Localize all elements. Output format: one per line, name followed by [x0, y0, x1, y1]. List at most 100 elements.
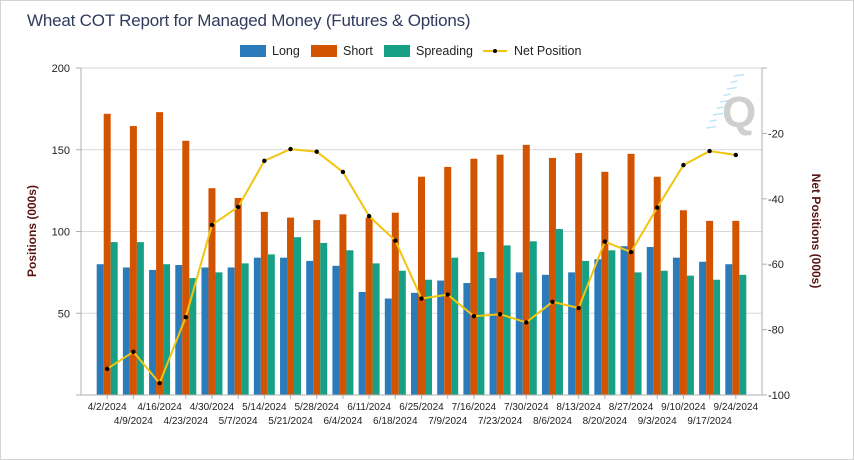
bar-spreading [372, 263, 380, 395]
bar-spreading [136, 242, 144, 395]
bar-short [575, 153, 583, 395]
x-tick-label: 5/14/2024 [242, 402, 287, 413]
x-tick-label: 8/13/2024 [556, 402, 601, 413]
net-position-point [104, 366, 110, 372]
x-tick-label: 4/9/2024 [114, 416, 153, 427]
legend-marker-icon [493, 49, 497, 53]
bar-short [418, 176, 425, 395]
y-tick-label: 50 [58, 308, 70, 320]
bar-short [103, 113, 111, 395]
bar-short [679, 210, 687, 395]
net-position-point [235, 204, 241, 210]
bar-short [444, 166, 452, 395]
bar-spreading [713, 279, 721, 395]
bar-long [699, 261, 707, 395]
net-position-point [288, 146, 293, 152]
bar-spreading [294, 237, 302, 395]
net-position-point [681, 162, 686, 168]
bar-long [568, 272, 576, 395]
bar-long [253, 257, 261, 395]
y-axis-ticks: 50 100 150 200 [52, 63, 81, 320]
bar-long [620, 246, 628, 395]
y2-axis-title: Net Positions (000s) [809, 174, 823, 289]
watermark-stripe [705, 125, 717, 129]
legend-item-spreading[interactable]: Spreading [384, 43, 473, 59]
bar-long [515, 272, 523, 395]
bar-long [541, 274, 549, 395]
bar-long [358, 291, 366, 395]
net-position-point [655, 205, 660, 210]
bar-spreading [241, 263, 249, 395]
watermark-stripe [709, 119, 717, 123]
legend-item-long[interactable]: Long [240, 43, 300, 59]
bar-long [280, 257, 288, 395]
bar-spreading [686, 275, 694, 395]
net-position-point [314, 149, 319, 154]
x-tick-label: 8/6/2024 [533, 416, 572, 427]
legend-label-long: Long [272, 44, 300, 58]
bar-long [122, 267, 130, 395]
legend-swatch-short [311, 45, 337, 57]
bar-long [175, 265, 183, 395]
bar-short [496, 154, 504, 395]
x-tick-label: 5/28/2024 [294, 402, 339, 413]
bar-spreading [163, 264, 171, 395]
x-tick-label: 7/16/2024 [452, 402, 497, 413]
x-tick-label: 6/4/2024 [323, 416, 362, 427]
net-position-point [157, 381, 162, 386]
x-axis-ticks: 4/2/2024 4/9/2024 4/16/2024 4/23/2024 4/30/2… [88, 395, 759, 427]
x-tick-label: 8/20/2024 [583, 416, 628, 427]
net-position-point [340, 169, 346, 175]
x-tick-label: 7/30/2024 [504, 402, 549, 413]
bars [96, 112, 747, 396]
net-position-point [209, 222, 215, 228]
watermark-stripes-icon [705, 73, 745, 129]
legend-label-spreading: Spreading [416, 44, 473, 58]
chart-title: Wheat COT Report for Managed Money (Futu… [27, 11, 471, 30]
y2-tick-label: -40 [768, 194, 784, 206]
y-tick-label: 200 [52, 63, 70, 75]
net-position-point [733, 152, 739, 158]
x-tick-label: 9/24/2024 [714, 402, 759, 413]
bar-spreading [398, 270, 406, 395]
x-tick-label: 8/27/2024 [609, 402, 654, 413]
bar-short [365, 217, 373, 395]
x-tick-label: 5/7/2024 [219, 416, 258, 427]
bar-long [411, 292, 418, 395]
bar-spreading [582, 260, 590, 395]
bar-short [287, 217, 295, 395]
bar-long [594, 259, 602, 395]
bar-long [725, 264, 733, 395]
net-position-point [602, 239, 608, 244]
legend-swatch-spreading [384, 45, 410, 57]
net-position-point [628, 249, 634, 255]
bar-short [339, 214, 347, 395]
bar-long [463, 283, 471, 395]
bar-short [732, 220, 740, 395]
watermark-q-logo: Q [722, 88, 756, 137]
legend-item-net-position[interactable]: Net Position [483, 43, 581, 59]
x-tick-label: 9/10/2024 [661, 402, 706, 413]
bar-short [627, 153, 635, 395]
legend-label-net-position: Net Position [514, 44, 582, 58]
watermark-stripe [716, 106, 724, 110]
legend-line-net-position [483, 49, 507, 53]
net-position-point [445, 292, 450, 297]
net-position-point [471, 313, 477, 319]
bar-short [706, 220, 714, 395]
x-tick-label: 5/21/2024 [268, 416, 313, 427]
x-tick-label: 4/30/2024 [190, 402, 235, 413]
legend-swatch-long [240, 45, 266, 57]
bar-short [313, 220, 321, 395]
bar-short [156, 112, 164, 396]
bar-spreading [739, 274, 747, 395]
watermark-stripe [730, 80, 738, 84]
bar-long [227, 267, 235, 395]
net-position-point [366, 213, 372, 219]
legend-item-short[interactable]: Short [311, 43, 373, 59]
bar-long [384, 298, 392, 395]
net-position-series [104, 146, 739, 386]
bar-spreading [555, 229, 563, 395]
bar-long [489, 278, 497, 395]
